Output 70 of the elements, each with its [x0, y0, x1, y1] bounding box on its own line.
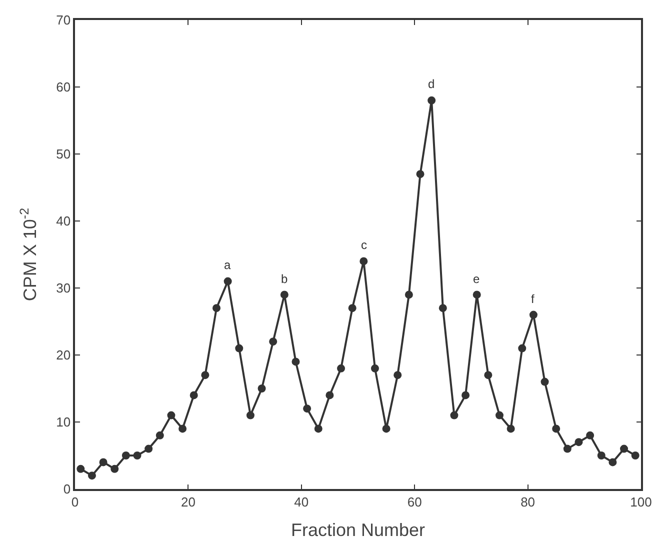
point — [620, 444, 628, 453]
point — [303, 404, 312, 413]
point — [258, 384, 266, 392]
x-tick-label: 80 — [520, 494, 536, 510]
point — [269, 338, 278, 346]
point — [246, 411, 254, 420]
point — [416, 170, 424, 178]
point — [597, 452, 606, 460]
y-tick-label: 40 — [56, 214, 71, 229]
y-tick-label: 60 — [56, 80, 71, 95]
y-tick-label: 0 — [63, 482, 71, 497]
point — [326, 391, 334, 400]
point — [574, 438, 583, 446]
point — [428, 96, 436, 104]
point — [394, 371, 402, 380]
point — [144, 444, 153, 453]
point — [529, 310, 538, 319]
annotation: a — [224, 258, 231, 272]
y-tick-label: 10 — [56, 414, 71, 430]
point — [201, 371, 210, 380]
point — [99, 458, 108, 466]
point — [167, 411, 176, 420]
point — [404, 290, 413, 299]
point — [133, 452, 142, 460]
point — [472, 290, 481, 299]
y-tick-label: 30 — [56, 280, 71, 296]
point — [212, 304, 220, 312]
point — [382, 424, 390, 433]
point — [450, 411, 458, 420]
x-axis-title: Fraction Number — [290, 520, 426, 540]
point — [608, 458, 617, 466]
point — [190, 391, 198, 400]
annotation: f — [531, 292, 535, 306]
y-tick-label: 50 — [56, 146, 71, 162]
point — [438, 304, 447, 312]
point — [280, 290, 288, 299]
point — [540, 378, 549, 386]
x-tick-label: 20 — [180, 494, 196, 510]
y-tick-label: 70 — [56, 12, 71, 28]
point — [631, 452, 640, 460]
point — [496, 411, 504, 420]
point — [76, 464, 85, 473]
point — [88, 472, 96, 480]
x-tick-label: 100 — [630, 494, 652, 510]
point — [292, 358, 300, 366]
point — [370, 364, 379, 372]
point — [462, 391, 470, 400]
point — [563, 444, 572, 453]
point — [156, 431, 164, 440]
x-tick-label: 60 — [407, 494, 422, 510]
point — [506, 424, 515, 433]
point — [484, 371, 492, 380]
annotation: c — [361, 238, 367, 252]
point — [348, 304, 356, 312]
point — [122, 452, 130, 460]
annotation: b — [281, 272, 288, 286]
point — [224, 277, 232, 286]
annotation: e — [473, 272, 480, 286]
point — [235, 344, 244, 352]
point — [586, 431, 594, 440]
point — [552, 424, 560, 433]
point — [337, 364, 346, 372]
point — [360, 257, 368, 266]
x-tick-label: 40 — [294, 494, 309, 510]
point — [518, 344, 526, 352]
y-tick-label: 20 — [56, 348, 71, 363]
point — [178, 424, 187, 433]
annotation: d — [428, 77, 435, 91]
point — [110, 464, 119, 473]
point — [314, 424, 322, 433]
